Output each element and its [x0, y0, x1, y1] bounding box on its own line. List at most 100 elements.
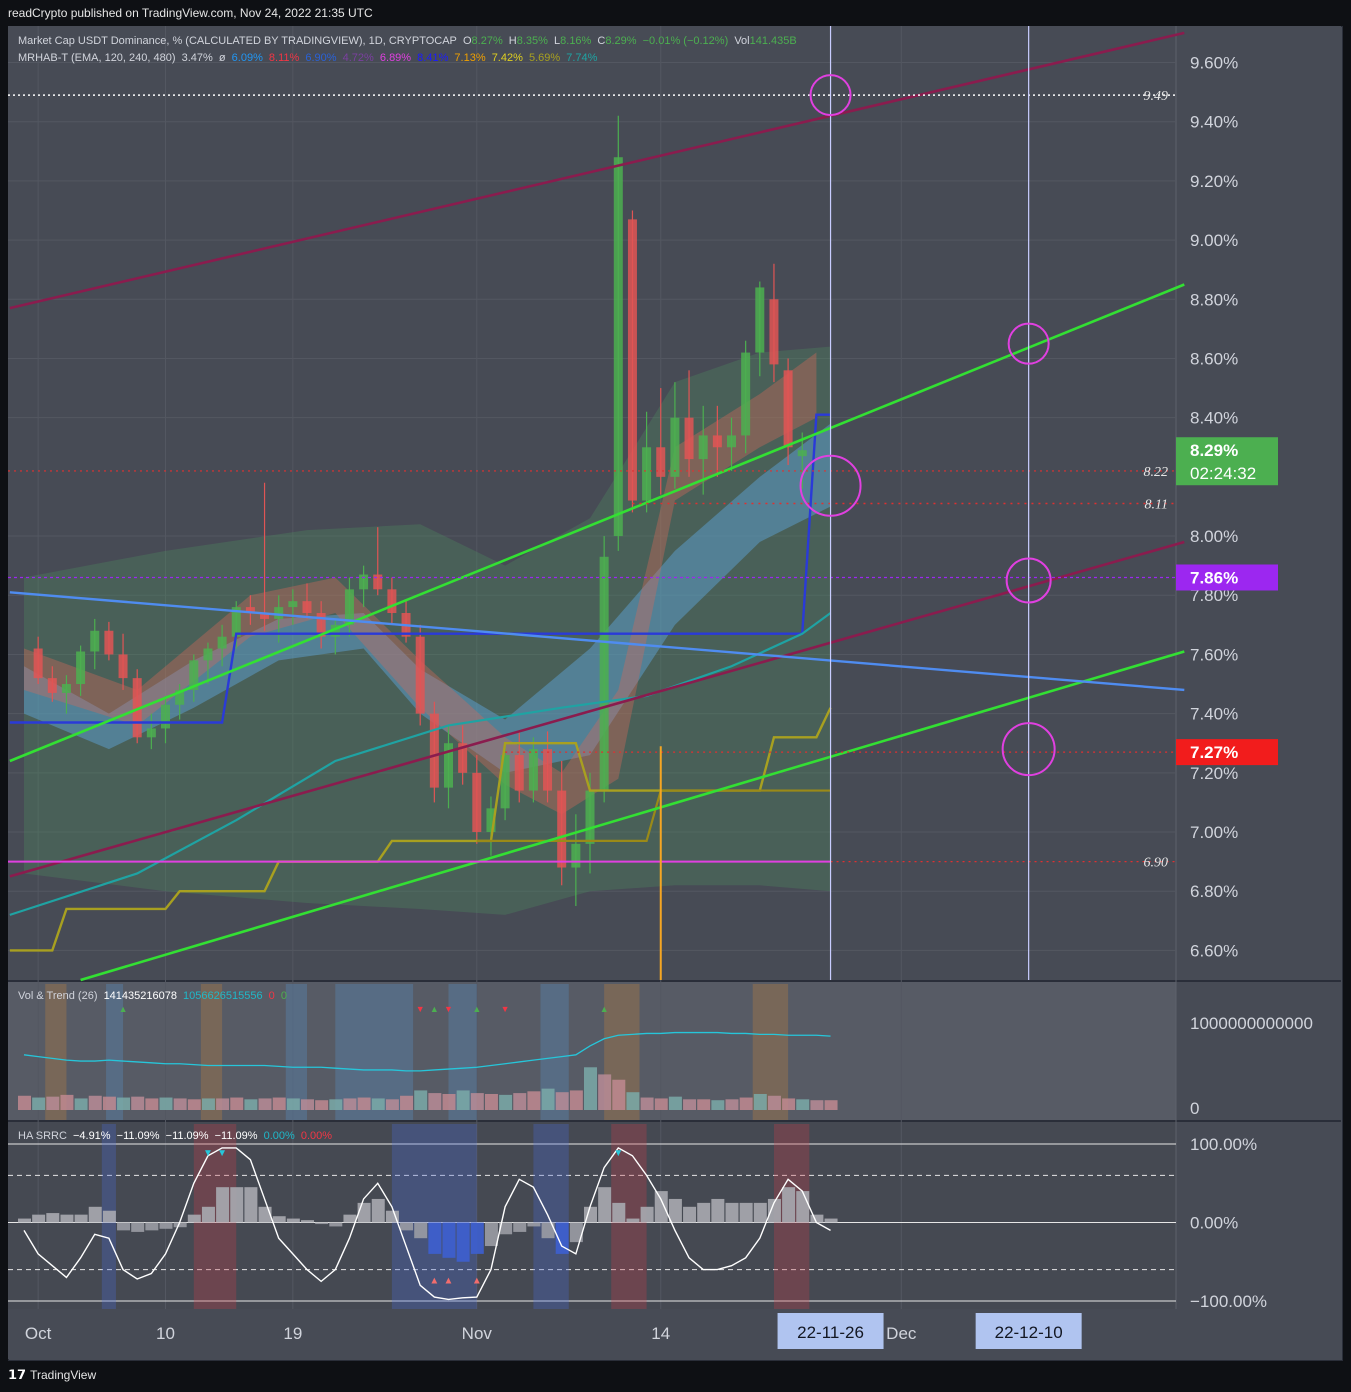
candle-body[interactable]	[797, 450, 807, 457]
candle-body[interactable]	[642, 447, 652, 501]
candle-body[interactable]	[557, 790, 567, 868]
candle-body[interactable]	[627, 219, 637, 501]
price-tick-label: 9.20%	[1190, 172, 1238, 191]
ha-v3: −11.09%	[165, 1130, 209, 1142]
time-highlight-badge[interactable]	[975, 1313, 1082, 1349]
green-trend-upper[interactable]	[9, 283, 1185, 763]
footer-brand[interactable]: 𝟭𝟳 TradingView	[8, 1366, 96, 1384]
candle-body[interactable]	[90, 630, 100, 652]
candle-body[interactable]	[472, 772, 482, 833]
candle-body[interactable]	[415, 636, 425, 714]
highlight-circle[interactable]	[799, 454, 862, 517]
candle-body[interactable]	[613, 157, 623, 537]
ha-histogram-bar	[668, 1198, 682, 1223]
olive-upper-step	[476, 789, 831, 842]
candle-body[interactable]	[245, 607, 255, 614]
candle-body[interactable]	[316, 613, 326, 637]
candle-body[interactable]	[585, 790, 595, 844]
candle-body[interactable]	[260, 613, 270, 619]
candle-body[interactable]	[189, 660, 199, 690]
mrhab-v9: 7.42%	[491, 52, 523, 64]
footer-brand-label: TradingView	[30, 1368, 97, 1382]
candle-body[interactable]	[698, 435, 708, 460]
candle-body[interactable]	[514, 755, 524, 791]
candle-body[interactable]	[571, 843, 581, 868]
candle-body[interactable]	[543, 749, 553, 791]
time-highlight-badge[interactable]	[777, 1313, 884, 1349]
candle-body[interactable]	[146, 728, 156, 738]
candle-body[interactable]	[769, 299, 779, 365]
candle-body[interactable]	[274, 607, 284, 619]
candle-body[interactable]	[33, 648, 43, 679]
candle-body[interactable]	[486, 808, 496, 833]
time-highlight-label: 22-11-26	[797, 1323, 864, 1342]
highlight-circle[interactable]	[1001, 722, 1056, 777]
candle-body[interactable]	[599, 556, 609, 791]
ha-histogram-bar	[88, 1206, 102, 1223]
ha-histogram-bar	[782, 1187, 796, 1223]
highlight-circle[interactable]	[1005, 557, 1052, 604]
candle-body[interactable]	[359, 574, 369, 590]
green-trend-lower[interactable]	[80, 650, 1185, 982]
candle-body[interactable]	[344, 589, 354, 625]
candle-body[interactable]	[104, 630, 114, 655]
candle-body[interactable]	[330, 624, 340, 637]
candle-body[interactable]	[670, 417, 680, 477]
volume-bar	[697, 1099, 711, 1110]
blue-trend-line[interactable]	[9, 591, 1185, 692]
candle-body[interactable]	[217, 636, 227, 649]
candle-body[interactable]	[429, 713, 439, 788]
candle-body[interactable]	[76, 651, 86, 685]
price-tick-label: 9.40%	[1190, 113, 1238, 132]
volume-bar	[329, 1099, 343, 1110]
candle-body[interactable]	[231, 607, 241, 637]
candle-body[interactable]	[132, 678, 142, 738]
candle-body[interactable]	[444, 743, 453, 788]
candle-body[interactable]	[684, 417, 694, 460]
mrhab-v4: 6.90%	[305, 52, 337, 64]
highlight-circle[interactable]	[809, 74, 852, 117]
candle-body[interactable]	[175, 689, 185, 705]
candle-body[interactable]	[373, 574, 383, 590]
time-tick-label: Dec	[886, 1324, 917, 1343]
ha-signal-marker: ▼	[217, 1148, 227, 1159]
candle-body[interactable]	[203, 648, 213, 661]
legend-low-label: L	[554, 35, 561, 47]
ema-cloud-blue	[24, 423, 831, 773]
ha-histogram-bar	[74, 1214, 88, 1223]
legend-close-label: C	[597, 35, 606, 47]
candle-body[interactable]	[61, 684, 71, 693]
candle-body[interactable]	[302, 601, 312, 614]
volume-bar	[216, 1098, 230, 1110]
chart-canvas[interactable]: 9.60% 9.40% 9.20% 9.00% 8.80% 8.60% 8.40% 8.00%…	[8, 26, 1341, 1359]
price-badge	[1176, 437, 1278, 486]
candle-body[interactable]	[712, 435, 722, 448]
ha-histogram-bar	[60, 1214, 74, 1223]
candle-body[interactable]	[387, 589, 397, 614]
candle-body[interactable]	[741, 352, 751, 436]
channel-lower-line[interactable]	[9, 540, 1185, 878]
candle-body[interactable]	[755, 287, 765, 353]
price-tick-label: 7.00%	[1190, 823, 1238, 842]
price-tick-label: 6.60%	[1190, 941, 1238, 960]
ha-histogram-bar	[201, 1206, 215, 1223]
ha-signal-marker: ▼	[203, 1148, 213, 1159]
volume-bar	[286, 1098, 300, 1110]
volume-signal-arrow: ▲	[472, 1004, 481, 1014]
ha-histogram-bar	[513, 1222, 527, 1232]
candle-body[interactable]	[161, 704, 170, 729]
publish-header: readCrypto published on TradingView.com,…	[8, 6, 373, 20]
candle-body[interactable]	[783, 370, 793, 448]
candle-body[interactable]	[528, 749, 538, 791]
channel-upper-line[interactable]	[9, 31, 1185, 310]
highlight-circle[interactable]	[1007, 322, 1050, 365]
candle-body[interactable]	[118, 654, 128, 679]
ha-histogram-bar	[159, 1222, 173, 1229]
candle-body[interactable]	[458, 743, 468, 773]
candle-body[interactable]	[288, 601, 298, 608]
candle-body[interactable]	[656, 447, 666, 477]
volume-bar	[824, 1100, 838, 1110]
candle-body[interactable]	[727, 435, 736, 448]
candle-body[interactable]	[500, 755, 510, 809]
candle-body[interactable]	[47, 678, 57, 693]
